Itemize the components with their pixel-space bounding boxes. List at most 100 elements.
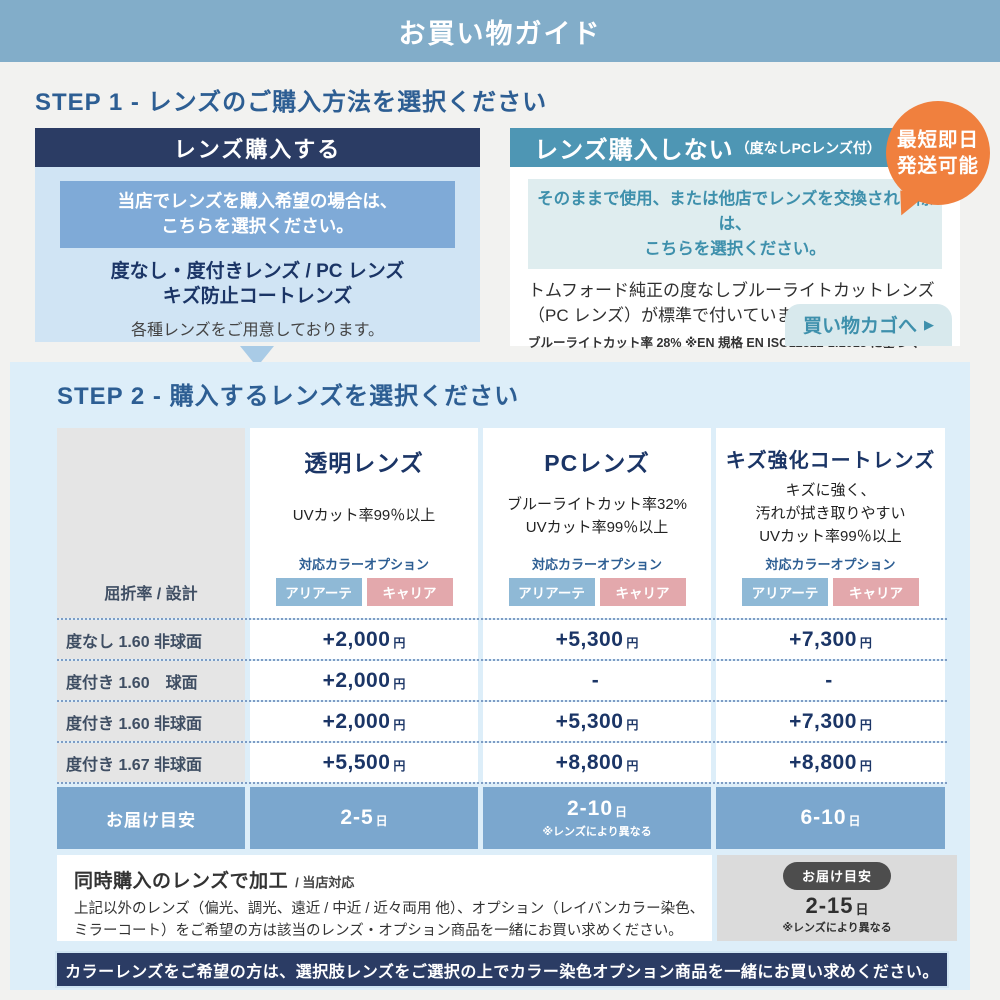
panel-no-lens: レンズ購入しない （度なしPCレンズ付） そのままで使用、または他店でレンズを交… <box>510 128 960 350</box>
column-subtitle: キズに強く、 汚れが拭き取りやすい UVカット率99％以上 <box>755 473 905 554</box>
price-value: +8,800 <box>789 750 857 774</box>
no-lens-callout-line1: そのままで使用、または他店でレンズを交換される際は、 <box>537 190 933 233</box>
yen-unit: 円 <box>626 717 639 732</box>
color-option-label: 対応カラーオプション <box>531 557 662 572</box>
lens-price-table: 屈折率 / 設計 透明レンズ UVカット率99％以上 対応カラーオプション アリ… <box>57 428 947 849</box>
price-value: +2,000 <box>322 709 391 733</box>
price-cell: +8,800 円 <box>483 743 711 782</box>
down-arrow-icon <box>240 346 274 367</box>
price-cell: - <box>483 661 711 700</box>
delivery-days: 2-10 <box>566 797 613 820</box>
processing-title: 同時購入のレンズで加工 <box>74 871 289 892</box>
no-lens-callout-line2: こちらを選択ください。 <box>644 239 826 258</box>
column-header-pc-lens: PCレンズ ブルーライトカット率32% UVカット率99％以上 対応カラーオプシ… <box>483 428 711 618</box>
price-value: +5,500 <box>322 750 391 774</box>
price-value: +2,000 <box>322 627 391 651</box>
yen-unit: 円 <box>393 676 406 691</box>
price-cell: +5,300 円 <box>483 620 711 659</box>
step2-section: STEP 2 - 購入するレンズを選択ください 屈折率 / 設計 透明レンズ U… <box>10 362 970 990</box>
table-corner-cell: 屈折率 / 設計 <box>57 428 245 618</box>
column-subtitle-line: 汚れが拭き取りやすい <box>755 504 906 522</box>
row-label: 度付き 1.60 球面 <box>57 661 245 700</box>
color-option-label: 対応カラーオプション <box>298 557 429 572</box>
yen-unit: 円 <box>626 758 639 773</box>
price-cell: +2,000 円 <box>250 661 478 700</box>
column-subtitle: ブルーライトカット率32% UVカット率99％以上 <box>507 478 687 554</box>
column-subtitle-line: ブルーライトカット率32% <box>506 495 688 513</box>
panel-no-lens-header: レンズ購入しない （度なしPCレンズ付） <box>510 128 905 167</box>
column-header-scratch-coat-lens: キズ強化コートレンズ キズに強く、 汚れが拭き取りやすい UVカット率99％以上… <box>716 428 945 618</box>
delivery-note: ※レンズにより異なる <box>542 826 652 838</box>
processing-info-box: 同時購入のレンズで加工 / 当店対応 上記以外のレンズ（偏光、調光、遠近 / 中… <box>57 855 712 941</box>
yen-unit: 円 <box>859 717 872 732</box>
column-title: PCレンズ <box>544 450 650 476</box>
column-subtitle-line: UVカット率99％以上 <box>292 507 436 525</box>
buy-lens-type-line2: キズ防止コートレンズ <box>162 286 353 308</box>
page-header-band: お買い物ガイド <box>0 0 1000 62</box>
column-title: キズ強化コートレンズ <box>725 450 936 472</box>
row-label: 度付き 1.67 非球面 <box>57 743 245 782</box>
color-lens-notice-bar: カラーレンズをご希望の方は、選択肢レンズをご選択の上でカラー染色オプション商品を… <box>57 953 947 986</box>
no-lens-description: トムフォード純正の度なしブルーライトカットレンズ（PC レンズ）が標準で付いてい… <box>528 281 935 325</box>
price-value: +7,300 <box>789 627 857 651</box>
price-cell: +8,800 円 <box>716 743 945 782</box>
yen-unit: 円 <box>859 758 872 773</box>
price-cell: +5,300 円 <box>483 702 711 741</box>
yen-unit: 円 <box>393 758 406 773</box>
delivery-estimate-days: 2-15 日 <box>805 893 868 919</box>
badge-line1: 最短即日 <box>896 128 979 151</box>
price-cell: - <box>716 661 945 700</box>
day-unit: 日 <box>848 813 861 828</box>
yen-unit: 円 <box>626 635 639 650</box>
color-lens-notice: カラーレンズをご希望の方は、選択肢レンズをご選択の上でカラー染色オプション商品を… <box>65 963 939 981</box>
delivery-estimate-pill: お届け目安 <box>782 861 891 890</box>
column-subtitle-line: UVカット率99％以上 <box>759 528 902 546</box>
processing-title-row: 同時購入のレンズで加工 / 当店対応 <box>74 866 712 893</box>
delivery-days-value: 2-15 <box>805 892 854 918</box>
badge-line2: 発送可能 <box>896 155 979 177</box>
panel-buy-lens-header: レンズ購入する <box>35 128 480 167</box>
tag-ariaate: アリアーテ <box>742 578 828 606</box>
panel-no-lens-body: そのままで使用、または他店でレンズを交換される際は、 こちらを選択ください。 ト… <box>510 167 960 350</box>
processing-body: 上記以外のレンズ（偏光、調光、遠近 / 中近 / 近々両用 他）、オプション（レ… <box>74 898 712 943</box>
day-unit: 日 <box>855 901 869 917</box>
price-cell: +5,500 円 <box>250 743 478 782</box>
same-day-shipping-badge: 最短即日 発送可能 <box>886 101 990 205</box>
buy-lens-types: 度なし・度付きレンズ / PC レンズ キズ防止コートレンズ <box>35 259 480 310</box>
delivery-estimate-note: ※レンズにより異なる <box>782 921 892 934</box>
price-value: - <box>825 668 833 692</box>
color-option-label: 対応カラーオプション <box>765 557 896 572</box>
price-cell: +2,000 円 <box>250 620 478 659</box>
processing-body-line2: ミラーコート）をご希望の方は該当のレンズ・オプション商品を一緒にお買い求めくださ… <box>74 923 683 940</box>
price-value: +7,300 <box>789 709 857 733</box>
column-title: 透明レンズ <box>304 450 424 476</box>
table-header-row: 屈折率 / 設計 透明レンズ UVカット率99％以上 対応カラーオプション アリ… <box>57 428 947 618</box>
column-subtitle-line: キズに強く、 <box>785 481 876 499</box>
step1-heading: STEP 1 - レンズのご購入方法を選択ください <box>35 89 548 116</box>
buy-callout-line1: 当店でレンズを購入希望の場合は、 <box>117 191 398 211</box>
go-to-cart-button[interactable]: 買い物カゴへ ▶ <box>784 304 952 346</box>
price-value: +2,000 <box>322 668 391 692</box>
price-cell: +7,300 円 <box>716 620 945 659</box>
panel-buy-lens-body: 当店でレンズを購入希望の場合は、 こちらを選択ください。 度なし・度付きレンズ … <box>35 167 480 342</box>
tag-ariaate: アリアーテ <box>275 578 362 606</box>
step2-heading: STEP 2 - 購入するレンズを選択ください <box>57 383 520 410</box>
buy-lens-type-line1: 度なし・度付きレンズ / PC レンズ <box>110 260 405 282</box>
tag-career: キャリア <box>833 578 919 606</box>
tag-career: キャリア <box>366 578 453 606</box>
panel-buy-lens: レンズ購入する 当店でレンズを購入希望の場合は、 こちらを選択ください。 度なし… <box>35 128 480 342</box>
panel-no-lens-header-title: レンズ購入しない <box>534 137 734 164</box>
column-header-clear-lens: 透明レンズ UVカット率99％以上 対応カラーオプション アリアーテ キャリア <box>250 428 478 618</box>
price-cell: +7,300 円 <box>716 702 945 741</box>
price-value: +5,300 <box>555 709 624 733</box>
delivery-days: 2-5 <box>340 806 374 829</box>
day-unit: 日 <box>615 804 628 819</box>
price-cell: +2,000 円 <box>250 702 478 741</box>
color-tags: アリアーテ キャリア <box>508 578 686 606</box>
color-tags: アリアーテ キャリア <box>275 578 453 606</box>
yen-unit: 円 <box>393 717 406 732</box>
row-label: 度付き 1.60 非球面 <box>57 702 245 741</box>
table-row: 度なし 1.60 非球面 +2,000 円 +5,300 円 +7,300 円 <box>57 618 947 659</box>
yen-unit: 円 <box>859 635 872 650</box>
delivery-cell: 2-10 日 ※レンズにより異なる <box>483 787 711 849</box>
